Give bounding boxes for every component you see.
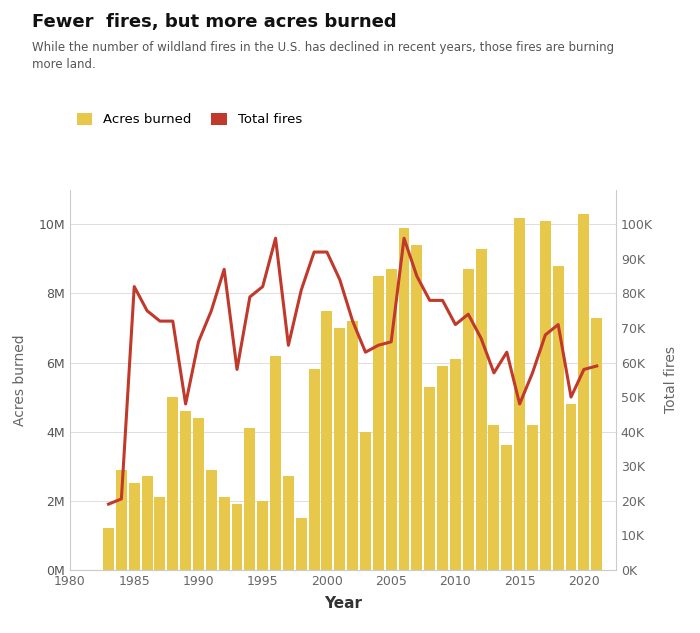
Bar: [244, 428, 256, 570]
Bar: [424, 387, 435, 570]
Bar: [193, 418, 204, 570]
Bar: [116, 470, 127, 570]
Bar: [167, 397, 178, 570]
Bar: [270, 356, 281, 570]
Bar: [129, 484, 140, 570]
Bar: [257, 501, 268, 570]
X-axis label: Year: Year: [324, 596, 362, 611]
Bar: [540, 221, 551, 570]
Bar: [386, 269, 397, 570]
Bar: [206, 470, 217, 570]
Bar: [309, 370, 320, 570]
Bar: [398, 228, 409, 570]
Text: While the number of wildland fires in the U.S. has declined in recent years, tho: While the number of wildland fires in th…: [32, 41, 614, 71]
Bar: [360, 432, 371, 570]
Bar: [437, 366, 448, 570]
Bar: [296, 518, 307, 570]
Text: Fewer  fires, but more acres burned: Fewer fires, but more acres burned: [32, 13, 396, 30]
Bar: [155, 497, 165, 570]
Bar: [514, 218, 525, 570]
Bar: [335, 328, 345, 570]
Bar: [527, 425, 538, 570]
Bar: [347, 321, 358, 570]
Bar: [232, 504, 242, 570]
Bar: [475, 249, 486, 570]
Bar: [553, 266, 564, 570]
Bar: [103, 529, 114, 570]
Bar: [412, 245, 422, 570]
Bar: [283, 477, 294, 570]
Bar: [321, 311, 332, 570]
Bar: [566, 404, 577, 570]
Bar: [180, 411, 191, 570]
Bar: [489, 425, 499, 570]
Bar: [141, 477, 153, 570]
Bar: [218, 497, 230, 570]
Y-axis label: Acres burned: Acres burned: [13, 334, 27, 425]
Legend: Acres burned, Total fires: Acres burned, Total fires: [76, 113, 302, 127]
Bar: [373, 276, 384, 570]
Bar: [450, 359, 461, 570]
Bar: [592, 318, 602, 570]
Bar: [463, 269, 474, 570]
Bar: [578, 214, 589, 570]
Bar: [501, 446, 512, 570]
Y-axis label: Total fires: Total fires: [664, 346, 678, 413]
